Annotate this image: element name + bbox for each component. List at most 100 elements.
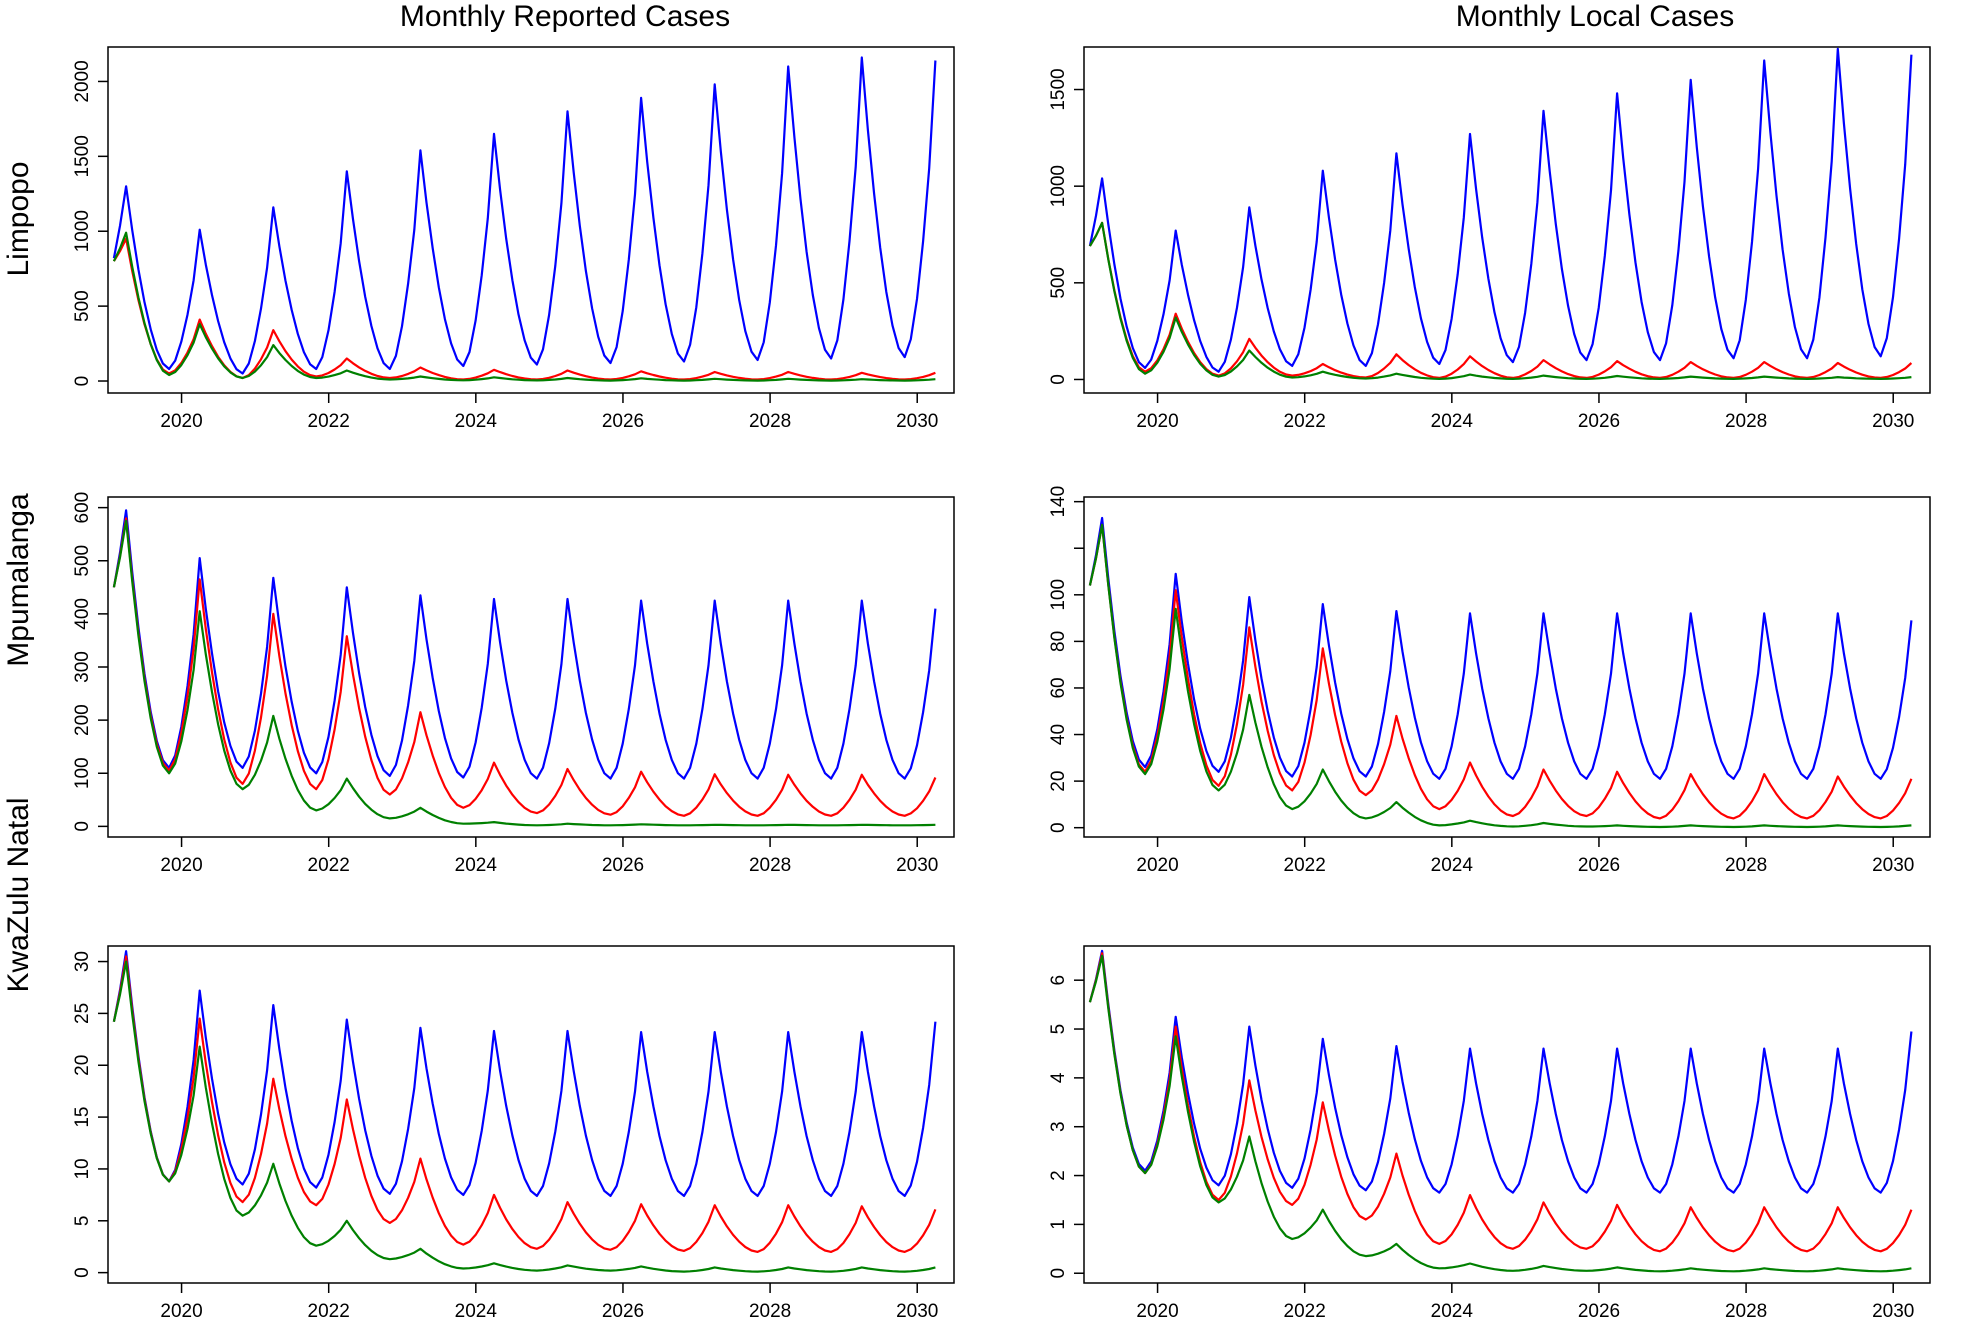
y-tick-label: 20 bbox=[72, 1055, 93, 1076]
x-tick-label: 2028 bbox=[1725, 855, 1767, 876]
x-tick-label: 2028 bbox=[1725, 411, 1767, 432]
x-tick-label: 2020 bbox=[160, 1301, 202, 1322]
y-tick-label: 20 bbox=[1048, 771, 1069, 792]
x-tick-label: 2030 bbox=[1872, 411, 1914, 432]
x-tick-label: 2030 bbox=[896, 411, 938, 432]
x-tick-label: 2024 bbox=[455, 411, 498, 432]
series-line-blue bbox=[1088, 949, 1913, 1194]
y-tick-label: 0 bbox=[1048, 822, 1069, 833]
x-tick-label: 2026 bbox=[602, 855, 644, 876]
plot-frame bbox=[107, 496, 955, 838]
panel-2: 0 500 1000 1500 2020 2022 2024 2026 2028 2030 bbox=[1048, 46, 1931, 432]
y-tick-label: 100 bbox=[1048, 579, 1069, 611]
x-tick-label: 2022 bbox=[308, 411, 350, 432]
y-tick-label: 0 bbox=[72, 376, 93, 387]
series-line-red bbox=[1088, 221, 1913, 379]
column-title-local: Monthly Local Cases bbox=[1456, 0, 1734, 33]
x-tick-label: 2028 bbox=[749, 1301, 791, 1322]
row-label-kwazulu-natal: KwaZulu Natal bbox=[2, 797, 35, 992]
x-tick-label: 2028 bbox=[1725, 1301, 1767, 1322]
panel-4: 0 20 40 60 80 100 140 2020 2022 2024 2026 2028 2030 bbox=[1048, 486, 1931, 876]
x-tick-label: 2024 bbox=[1431, 1301, 1474, 1322]
y-tick-label: 140 bbox=[1048, 486, 1069, 518]
y-tick-label: 500 bbox=[72, 290, 93, 322]
y-tick-label: 60 bbox=[1048, 677, 1069, 698]
row-label-limpopo: Limpopo bbox=[2, 161, 35, 276]
series-line-blue bbox=[112, 56, 937, 375]
x-tick-label: 2026 bbox=[602, 411, 644, 432]
y-tick-label: 6 bbox=[1048, 975, 1069, 986]
x-tick-label: 2030 bbox=[896, 855, 938, 876]
x-tick-label: 2022 bbox=[1284, 855, 1326, 876]
series-line-green bbox=[1088, 954, 1912, 1273]
y-tick-label: 600 bbox=[72, 492, 93, 524]
x-tick-label: 2026 bbox=[602, 1301, 644, 1322]
y-tick-label: 0 bbox=[72, 821, 93, 832]
x-tick-label: 2026 bbox=[1578, 1301, 1620, 1322]
y-tick-label: 300 bbox=[72, 651, 93, 683]
x-tick-label: 2024 bbox=[1431, 855, 1474, 876]
series-line-red bbox=[1088, 952, 1913, 1253]
y-tick-label: 1500 bbox=[72, 135, 93, 177]
y-tick-label: 3 bbox=[1048, 1121, 1069, 1132]
y-tick-label: 2000 bbox=[72, 60, 93, 102]
y-tick-label: 30 bbox=[72, 951, 93, 972]
series-line-red bbox=[112, 517, 937, 817]
plot-frame bbox=[107, 945, 955, 1284]
y-tick-label: 1 bbox=[1048, 1219, 1069, 1230]
x-tick-label: 2026 bbox=[1578, 855, 1620, 876]
x-tick-label: 2020 bbox=[1136, 855, 1178, 876]
x-tick-label: 2022 bbox=[308, 1301, 350, 1322]
series-line-green bbox=[112, 519, 936, 827]
y-tick-label: 400 bbox=[72, 598, 93, 630]
x-tick-label: 2020 bbox=[160, 855, 202, 876]
y-tick-label: 10 bbox=[72, 1158, 93, 1179]
y-tick-label: 100 bbox=[72, 757, 93, 789]
y-tick-label: 25 bbox=[72, 1003, 93, 1024]
y-tick-label: 4 bbox=[1048, 1072, 1069, 1083]
y-tick-label: 2 bbox=[1048, 1170, 1069, 1181]
y-tick-label: 200 bbox=[72, 704, 93, 736]
y-tick-label: 500 bbox=[72, 545, 93, 577]
x-tick-label: 2030 bbox=[1872, 855, 1914, 876]
x-tick-label: 2030 bbox=[1872, 1301, 1914, 1322]
series-line-red bbox=[1088, 523, 1913, 820]
series-line-green bbox=[112, 231, 936, 382]
x-tick-label: 2020 bbox=[1136, 411, 1178, 432]
x-tick-label: 2024 bbox=[455, 855, 498, 876]
y-tick-label: 80 bbox=[1048, 631, 1069, 652]
panel-1: 0 500 1000 1500 2000 2020 2022 2024 2026 2028 2030 bbox=[72, 46, 955, 432]
x-tick-label: 2020 bbox=[1136, 1301, 1178, 1322]
row-label-mpumalanga: Mpumalanga bbox=[2, 493, 35, 667]
x-tick-label: 2022 bbox=[1284, 1301, 1326, 1322]
plot-frame bbox=[107, 46, 955, 394]
x-tick-label: 2022 bbox=[308, 855, 350, 876]
series-line-green bbox=[1088, 523, 1912, 829]
y-tick-label: 500 bbox=[1048, 267, 1069, 299]
x-tick-label: 2022 bbox=[1284, 411, 1326, 432]
series-line-red bbox=[112, 237, 936, 381]
series-line-blue bbox=[1088, 516, 1913, 780]
x-tick-label: 2030 bbox=[896, 1301, 938, 1322]
x-tick-label: 2028 bbox=[749, 411, 791, 432]
plot-frame bbox=[1083, 46, 1931, 394]
y-tick-label: 0 bbox=[72, 1267, 93, 1278]
series-line-green bbox=[1088, 221, 1912, 380]
series-line-blue bbox=[112, 509, 937, 780]
series-line-red bbox=[112, 955, 937, 1254]
x-tick-label: 2028 bbox=[749, 855, 791, 876]
y-tick-label: 5 bbox=[1048, 1024, 1069, 1035]
y-tick-label: 0 bbox=[1048, 374, 1069, 385]
x-tick-label: 2026 bbox=[1578, 411, 1620, 432]
panel-5: 0 5 10 15 20 25 30 2020 2022 2024 2026 2028 2030 bbox=[72, 945, 955, 1322]
x-tick-label: 2024 bbox=[455, 1301, 498, 1322]
y-tick-label: 1000 bbox=[1048, 165, 1069, 207]
plot-frame bbox=[1083, 496, 1931, 838]
y-tick-label: 1500 bbox=[1048, 68, 1069, 110]
column-title-reported: Monthly Reported Cases bbox=[400, 0, 730, 33]
y-tick-label: 40 bbox=[1048, 724, 1069, 745]
y-tick-label: 0 bbox=[1048, 1268, 1069, 1279]
